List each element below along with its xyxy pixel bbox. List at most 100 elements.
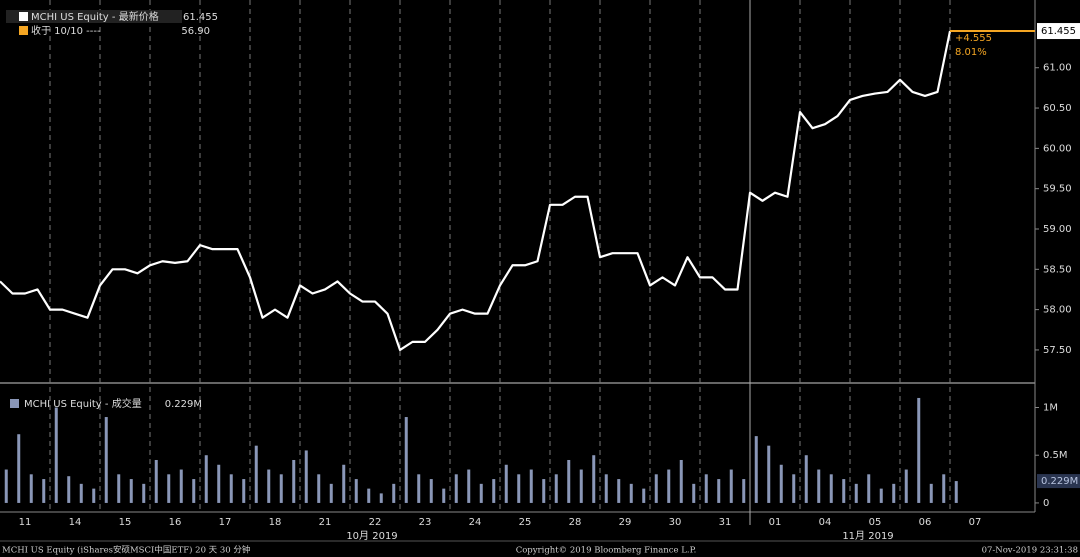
volume-bar	[42, 479, 46, 503]
volume-bar	[167, 474, 171, 503]
volume-bar	[542, 479, 546, 503]
volume-bar	[517, 474, 521, 503]
volume-bar	[492, 479, 496, 503]
x-tick-label: 01	[769, 517, 782, 528]
volume-bar	[704, 474, 708, 503]
y-tick-label: 61.00	[1043, 63, 1072, 74]
volume-bar	[92, 488, 96, 503]
volume-bar	[954, 481, 958, 503]
legend-swatch	[19, 26, 28, 35]
volume-bar	[579, 469, 583, 503]
x-tick-label: 31	[719, 517, 732, 528]
volume-bar	[317, 474, 321, 503]
volume-bar	[342, 464, 346, 503]
volume-bar	[904, 469, 908, 503]
change-annotation: 8.01%	[955, 47, 987, 58]
x-tick-label: 23	[419, 517, 432, 528]
last-price-label: 61.455	[1041, 26, 1076, 37]
y-tick-label: 59.50	[1043, 184, 1072, 195]
legend: MCHI US Equity - 最新价格 61.455 收于 10/10 --…	[6, 10, 218, 410]
x-tick-label: 29	[619, 517, 632, 528]
footer-right: 07-Nov-2019 23:31:38	[982, 546, 1078, 556]
legend-value: 61.455	[183, 12, 218, 23]
volume-bar	[854, 483, 858, 503]
x-tick-label: 17	[219, 517, 232, 528]
volume-bar	[567, 459, 571, 503]
volume-bar	[67, 476, 71, 503]
legend-label: 收于 10/10 ----	[31, 24, 101, 37]
volume-bar	[617, 479, 621, 503]
volume-bar	[592, 455, 596, 503]
x-tick-label: 22	[369, 517, 382, 528]
x-tick-label: 07	[969, 517, 982, 528]
x-tick-label: 14	[69, 517, 82, 528]
change-annotation: +4.555	[955, 33, 992, 44]
volume-bar	[779, 464, 783, 503]
volume-bar	[267, 469, 271, 503]
legend-value: 56.90	[181, 26, 210, 37]
volume-bar	[667, 469, 671, 503]
x-tick-label: 04	[819, 517, 832, 528]
volume-bar	[142, 483, 146, 503]
y-tick-label: 58.00	[1043, 305, 1072, 316]
volume-bar	[279, 474, 283, 503]
x-tick-label: 05	[869, 517, 882, 528]
volume-bar	[104, 417, 108, 503]
x-tick-label: 11	[19, 517, 32, 528]
last-volume-label: 0.229M	[1041, 476, 1078, 487]
x-tick-label: 30	[669, 517, 682, 528]
legend-swatch	[10, 399, 19, 408]
volume-bar	[942, 474, 946, 503]
volume-bar	[179, 469, 183, 503]
volume-bar	[417, 474, 421, 503]
footer-center: Copyright© 2019 Bloomberg Finance L.P.	[516, 546, 697, 556]
volume-bar	[804, 455, 808, 503]
footer-left: MCHI US Equity (iShares安硕MSCI中国ETF) 20 天…	[2, 545, 250, 556]
volume-bar	[879, 488, 883, 503]
volume-bar	[754, 436, 758, 503]
y-tick-label: 60.00	[1043, 143, 1072, 154]
x-tick-label: 18	[269, 517, 282, 528]
volume-bar	[192, 479, 196, 503]
legend-label: MCHI US Equity - 最新价格	[31, 10, 159, 23]
volume-bar	[917, 397, 921, 503]
volume-bar	[842, 479, 846, 503]
volume-bar	[129, 479, 133, 503]
y-tick-label: 0	[1043, 498, 1049, 509]
volume-bar	[767, 445, 771, 503]
volume-bar	[4, 469, 8, 503]
volume-bar	[467, 469, 471, 503]
volume-bar	[679, 459, 683, 503]
x-tick-label: 16	[169, 517, 182, 528]
legend-value: 0.229M	[165, 399, 202, 410]
volume-bar	[692, 483, 696, 503]
volume-bar	[742, 479, 746, 503]
volume-bar	[867, 474, 871, 503]
legend-label: MCHI US Equity - 成交量	[24, 397, 142, 410]
last-volume-tag	[1037, 474, 1080, 489]
volume-bar	[892, 483, 896, 503]
volume-bar	[254, 445, 258, 503]
y-tick-label: 60.50	[1043, 103, 1072, 114]
x-tick-label: 15	[119, 517, 132, 528]
volume-bar	[379, 493, 383, 503]
volume-bar	[554, 474, 558, 503]
volume-bar	[17, 434, 21, 503]
x-tick-label: 06	[919, 517, 932, 528]
x-tick-label: 24	[469, 517, 482, 528]
price-line	[0, 30, 952, 352]
last-price-tag	[1037, 23, 1080, 40]
y-tick-label: 1M	[1043, 402, 1058, 413]
volume-bar	[792, 474, 796, 503]
legend-swatch	[19, 12, 28, 21]
volume-bar	[242, 479, 246, 503]
volume-bar	[629, 483, 633, 503]
y-tick-label: 0.5M	[1043, 450, 1068, 461]
volume-bar	[154, 459, 158, 503]
volume-bar	[642, 488, 646, 503]
volume-bar	[304, 450, 308, 503]
volume-bar	[329, 483, 333, 503]
x-tick-label: 25	[519, 517, 532, 528]
volume-bar	[117, 474, 121, 503]
